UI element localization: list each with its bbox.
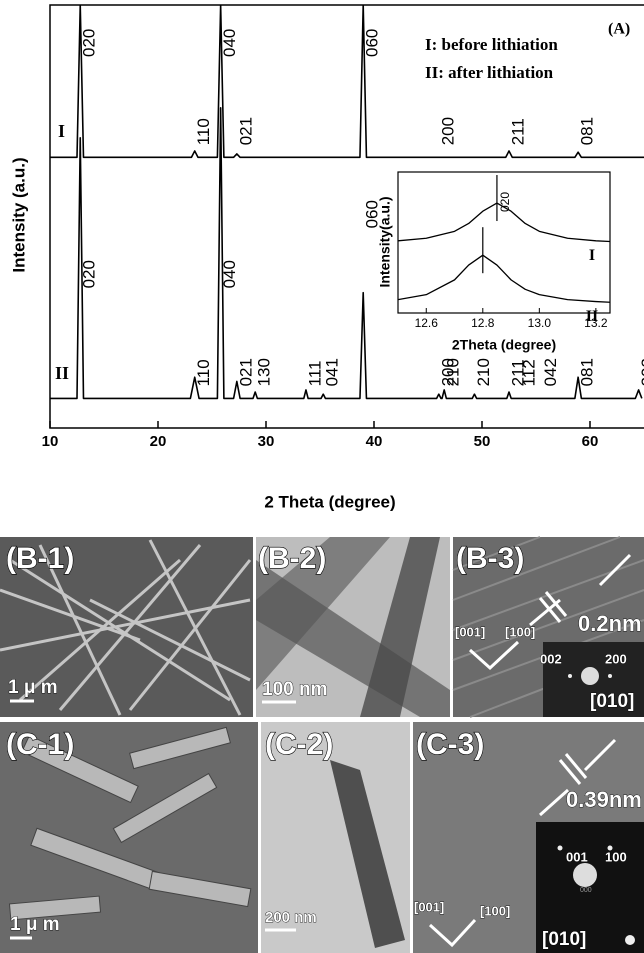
main-plot: 10 20 30 40 50 60 020 110 040 021 060 200 211 081 020 1… bbox=[42, 5, 644, 450]
peak-label: 210 bbox=[474, 358, 493, 386]
peak-label: 020 bbox=[498, 192, 512, 212]
spacing-label: 0.2nm bbox=[578, 611, 642, 636]
x-tick-label: 30 bbox=[258, 433, 275, 450]
series-label: I bbox=[58, 121, 65, 141]
scale-label: 100 nm bbox=[262, 679, 327, 700]
peak-label: 021 bbox=[236, 358, 255, 386]
x-tick-label: 12.8 bbox=[471, 316, 495, 330]
plot-frame bbox=[49, 4, 644, 429]
peak-label: 020 bbox=[80, 29, 99, 57]
spot-label: 200 bbox=[605, 651, 627, 666]
panel-c3: (C-3) 0.39nm [001] [100] 001 100 000 [01… bbox=[413, 722, 644, 953]
panel-label: (B-1) bbox=[6, 542, 74, 575]
inset-y-label: Intensity(a.u.) bbox=[377, 196, 393, 287]
x-tick-label: 20 bbox=[150, 433, 167, 450]
panel-b1: (B-1) 1 μ m bbox=[0, 537, 253, 717]
peak-label: 020 bbox=[80, 260, 99, 288]
panel-label: (A) bbox=[608, 21, 630, 38]
scale-label: 200 nm bbox=[265, 909, 317, 926]
peak-label: 200 bbox=[438, 358, 457, 386]
panel-label: (C-1) bbox=[6, 728, 74, 761]
y-axis-label: Intensity (a.u.) bbox=[9, 157, 28, 272]
peak-label: 200 bbox=[438, 117, 457, 145]
x-tick-label: 10 bbox=[42, 433, 59, 450]
peak-label: 060 bbox=[363, 29, 382, 57]
peak-label: 202 bbox=[638, 358, 644, 386]
peak-label: 111 bbox=[305, 361, 324, 387]
peak-label: 110 bbox=[194, 118, 213, 145]
peak-label: 081 bbox=[578, 117, 597, 145]
panel-b2: (B-2) 100 nm bbox=[256, 537, 450, 717]
peak-label: 060 bbox=[363, 200, 382, 228]
peak-label: 040 bbox=[220, 29, 239, 57]
scale-label: 1 μ m bbox=[8, 677, 58, 698]
spot-label: 001 bbox=[566, 849, 588, 864]
x-axis-label: 2 Theta (degree) bbox=[264, 492, 395, 511]
peak-label: 211 bbox=[508, 359, 527, 386]
peak-label: 130 bbox=[255, 358, 274, 386]
peak-label: 041 bbox=[323, 358, 342, 386]
peak-label: 042 bbox=[541, 358, 560, 386]
spacing-label: 0.39nm bbox=[566, 787, 642, 812]
peak-label: 081 bbox=[578, 358, 597, 386]
x-tick-label: 13.2 bbox=[584, 316, 608, 330]
series-label: II bbox=[55, 363, 69, 383]
x-tick-label: 12.6 bbox=[415, 316, 439, 330]
spot-label: 100 bbox=[605, 849, 627, 864]
zone-label: [010] bbox=[542, 929, 586, 950]
panel-label: (C-2) bbox=[265, 728, 333, 761]
series-label: II bbox=[586, 308, 598, 325]
panel-c2: (C-2) 200 nm bbox=[261, 722, 410, 953]
peak-label: 040 bbox=[220, 260, 239, 288]
direction-label: [001] bbox=[455, 624, 485, 639]
series-label: I bbox=[589, 247, 595, 264]
x-tick-label: 60 bbox=[582, 433, 599, 450]
panel-label: (B-3) bbox=[456, 542, 524, 575]
direction-label: [100] bbox=[480, 903, 510, 918]
inset-x-label: 2Theta (degree) bbox=[452, 337, 556, 353]
spot-label: 000 bbox=[580, 887, 592, 894]
direction-label: [100] bbox=[505, 624, 535, 639]
x-tick-label: 13.0 bbox=[528, 316, 552, 330]
peak-label: 211 bbox=[508, 118, 527, 145]
direction-label: [001] bbox=[414, 899, 444, 914]
peak-label: 110 bbox=[194, 359, 213, 386]
panel-label: (C-3) bbox=[416, 728, 484, 761]
scale-label: 1 μ m bbox=[10, 914, 60, 935]
x-tick-label: 50 bbox=[474, 433, 491, 450]
series-group bbox=[50, 5, 644, 400]
panel-c1: (C-1) 1 μ m bbox=[0, 722, 258, 953]
peak-label: 112 bbox=[519, 359, 538, 386]
series-line bbox=[50, 106, 643, 400]
zone-label: [010] bbox=[590, 691, 634, 712]
panel-label: (B-2) bbox=[258, 542, 326, 575]
inset-frame bbox=[397, 171, 611, 314]
legend-text: II: after lithiation bbox=[425, 63, 554, 82]
legend-text: I: before lithiation bbox=[425, 35, 558, 54]
series-line bbox=[50, 5, 644, 159]
series-line bbox=[398, 254, 610, 303]
peak-label: 021 bbox=[236, 117, 255, 145]
peak-label: 210 bbox=[444, 358, 463, 386]
spot-label: 002 bbox=[540, 651, 562, 666]
series-group bbox=[398, 202, 610, 303]
series-line bbox=[398, 202, 610, 243]
x-tick-label: 40 bbox=[366, 433, 383, 450]
panel-b3: (B-3) 0.2nm [001] [100] 002 200 [010] bbox=[452, 536, 644, 718]
